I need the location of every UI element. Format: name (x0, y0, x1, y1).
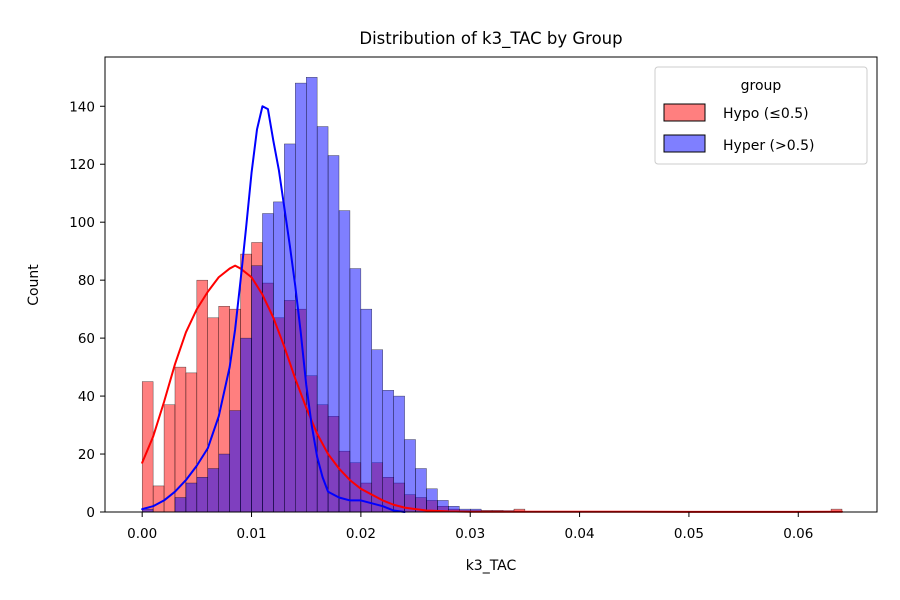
bar-hyper-23 (393, 395, 405, 513)
bar-hyper-17 (327, 155, 340, 513)
bar-hyper-5 (196, 477, 208, 513)
x-axis-label: k3_TAC (466, 558, 517, 574)
bar-hyper-10 (251, 265, 263, 513)
bar-hyper-4 (185, 482, 198, 513)
legend: group Hypo (≤0.5) Hyper (>0.5) (654, 66, 868, 165)
legend-title: group (741, 78, 782, 94)
legend-box (654, 66, 868, 165)
bar-hyper-20 (360, 308, 373, 513)
bar-hyper-6 (207, 468, 219, 513)
bar-hyper-8 (229, 410, 241, 513)
bar-hyper-19 (349, 268, 362, 513)
legend-label-hypo: Hypo (≤0.5) (723, 106, 809, 122)
bar-hyper-7 (218, 453, 230, 513)
bar-hyper-21 (371, 349, 383, 513)
x-tick-label: 0.00 (127, 526, 157, 542)
y-axis-label: Count (26, 264, 42, 306)
legend-swatch-hyper (663, 134, 706, 153)
x-tick-label: 0.03 (455, 526, 485, 542)
bar-hypo-1 (152, 485, 165, 513)
bar-hyper-12 (273, 201, 285, 513)
bar-hyper-26 (426, 488, 438, 513)
x-tick-label: 0.04 (565, 526, 595, 542)
legend-label-hyper: Hyper (>0.5) (723, 138, 814, 154)
chart-title: Distribution of k3_TAC by Group (359, 29, 622, 49)
bar-hyper-22 (382, 390, 394, 513)
y-tick-label: 20 (78, 447, 95, 463)
x-tick-label: 0.01 (236, 526, 266, 542)
y-tick-label: 140 (69, 99, 95, 115)
x-tick-label: 0.05 (674, 526, 704, 542)
x-tick-label: 0.06 (783, 526, 813, 542)
y-tick-label: 0 (86, 505, 95, 521)
legend-swatch-hypo (663, 103, 706, 122)
y-tick-label: 60 (78, 331, 95, 347)
bar-hyper-24 (404, 439, 416, 513)
bar-hyper-11 (262, 213, 274, 513)
bar-hyper-9 (240, 337, 252, 513)
bar-hyper-25 (415, 468, 427, 513)
plot-frame (104, 56, 878, 513)
bar-hyper-13 (284, 143, 296, 513)
y-tick-label: 100 (69, 215, 95, 231)
y-tick-label: 80 (78, 273, 95, 289)
y-axis: 0 20 40 60 80 100 120 140 (69, 99, 105, 521)
y-tick-label: 120 (69, 157, 95, 173)
bar-hypo-0 (141, 381, 154, 513)
x-axis: 0.00 0.01 0.02 0.03 0.04 0.05 0.06 (127, 512, 813, 542)
kde-line-hyper (141, 105, 406, 513)
x-tick-label: 0.02 (346, 526, 376, 542)
y-tick-label: 40 (78, 389, 95, 405)
bar-hyper-16 (316, 126, 329, 513)
bar-hyper-18 (338, 210, 351, 513)
bar-hyper-3 (174, 497, 187, 513)
